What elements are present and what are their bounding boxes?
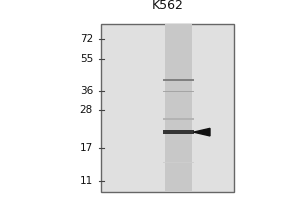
Text: 11: 11 [80, 176, 93, 186]
Text: 55: 55 [80, 54, 93, 64]
Text: 72: 72 [80, 34, 93, 44]
Text: K562: K562 [151, 0, 183, 12]
Text: 28: 28 [80, 105, 93, 115]
Text: 17: 17 [80, 143, 93, 153]
Text: 36: 36 [80, 86, 93, 96]
